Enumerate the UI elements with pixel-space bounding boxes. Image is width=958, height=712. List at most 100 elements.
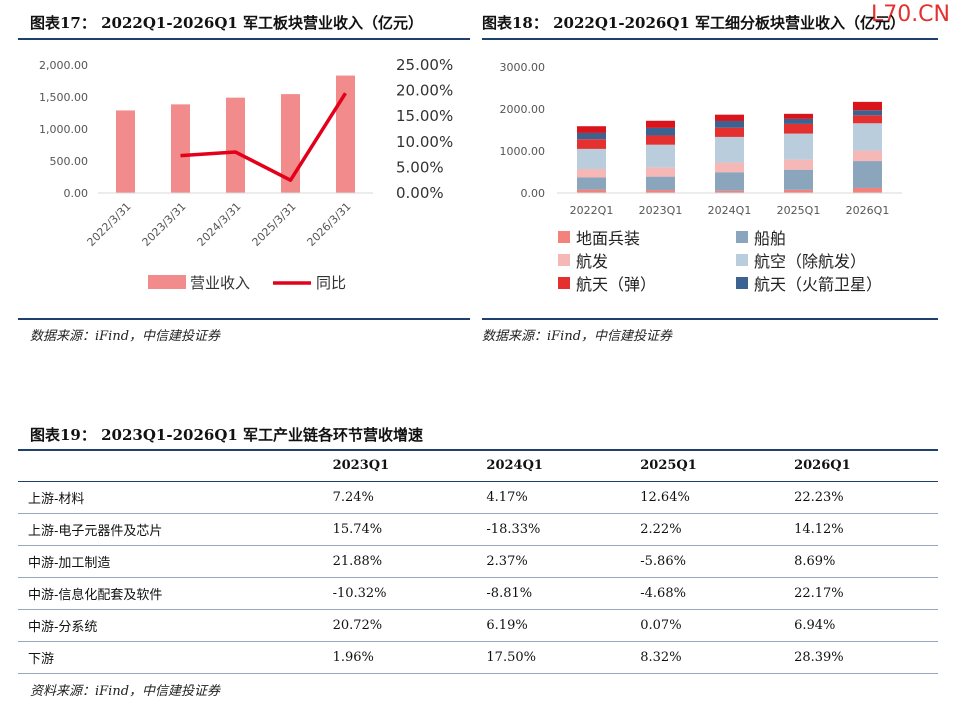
table-cell: 20.72%	[332, 618, 383, 633]
y-tick-label: 3000.00	[500, 61, 546, 74]
x-tick-label: 2026Q1	[846, 204, 890, 217]
row-label: 上游-材料	[28, 492, 85, 507]
stacked-bar-segment	[646, 135, 675, 145]
table-header-cell: 2026Q1	[784, 450, 938, 482]
x-tick-label: 2023/3/31	[140, 200, 189, 249]
y-right-tick-label: 10.00%	[396, 133, 453, 151]
legend-label-yoy: 同比	[316, 274, 346, 292]
fig18-title: 图表18： 2022Q1-2026Q1 军工细分板块营业收入（亿元）	[482, 14, 906, 32]
segment-legend: 地面兵装 船舶 航发 航空（除航发） 航天（弹） 航天（火箭卫星）	[482, 225, 938, 300]
fig17-title: 图表17： 2022Q1-2026Q1 军工板块营业收入（亿元）	[30, 14, 424, 32]
y-tick-label: 1000.00	[500, 145, 546, 158]
table-header-row: 2023Q1 2024Q1 2025Q1 2026Q1	[18, 450, 938, 482]
y-left-tick-label: 1,500.00	[39, 91, 88, 104]
row-label: 中游-分系统	[28, 620, 98, 635]
table-cell: 28.39%	[794, 650, 844, 665]
stacked-bar-segment	[646, 127, 675, 136]
stacked-bar-segment	[784, 189, 813, 193]
stacked-bar-segment	[646, 176, 675, 191]
table-cell: 22.23%	[794, 490, 844, 505]
y-right-tick-label: 15.00%	[396, 107, 453, 125]
legend-swatch	[736, 277, 748, 289]
growth-table: 2023Q1 2024Q1 2025Q1 2026Q1 上游-材料 7.24% …	[18, 450, 938, 674]
watermark-text: L70.CN	[870, 2, 950, 27]
stacked-bar-segment	[784, 169, 813, 190]
legend-label: 航空（除航发）	[754, 252, 867, 271]
fig18-source: 数据来源：iFind，中信建投证券	[482, 329, 673, 344]
table-cell: 6.19%	[486, 618, 528, 633]
stacked-bar-segment	[853, 161, 882, 188]
fig17-top-rule	[18, 38, 470, 40]
stacked-bar-segment	[784, 133, 813, 160]
table-cell: 21.88%	[332, 554, 383, 569]
legend-swatch-revenue	[148, 275, 186, 289]
table-cell: 6.94%	[794, 618, 836, 633]
legend-label: 航天（弹）	[576, 275, 657, 294]
legend-item: 地面兵装	[558, 225, 640, 249]
legend-label: 航天（火箭卫星）	[754, 275, 883, 294]
row-label: 下游	[28, 652, 55, 667]
table-row: 上游-材料 7.24% 4.17% 12.64% 22.23%	[18, 482, 938, 514]
stacked-bar-segment	[577, 148, 606, 170]
revenue-bar	[226, 97, 245, 193]
table-header-cell: 2023Q1	[322, 450, 477, 482]
table-header-cell	[18, 450, 323, 482]
x-tick-label: 2025Q1	[777, 204, 821, 217]
x-tick-label: 2026/3/31	[305, 200, 354, 249]
x-tick-label: 2024/3/31	[195, 200, 244, 249]
table-cell: -10.32%	[332, 586, 387, 601]
table-cell: -5.86%	[640, 554, 686, 569]
stacked-bar-segment	[784, 118, 813, 124]
legend-label: 航发	[576, 252, 609, 271]
legend-label-revenue: 营业收入	[190, 274, 250, 292]
legend-swatch	[558, 254, 570, 266]
fig17-source: 数据来源：iFind，中信建投证券	[30, 329, 221, 344]
x-tick-label: 2023Q1	[639, 204, 683, 217]
fig19-source: 资料来源：iFind，中信建投证券	[30, 684, 221, 699]
stacked-bar-segment	[646, 120, 675, 128]
stacked-bar-segment	[577, 189, 606, 193]
stacked-bar-segment	[577, 177, 606, 190]
stacked-bar-segment	[715, 162, 744, 173]
row-label: 上游-电子元器件及芯片	[28, 524, 163, 539]
table-row: 下游 1.96% 17.50% 8.32% 28.39%	[18, 642, 938, 674]
table-cell: 22.17%	[794, 586, 844, 601]
table-row: 中游-分系统 20.72% 6.19% 0.07% 6.94%	[18, 610, 938, 642]
stacked-bar-segment	[853, 110, 882, 116]
segment-stacked-chart: 0.00 1000.00 2000.00 3000.00 2022Q1 2023Q1 202…	[500, 61, 902, 217]
y-left-tick-label: 2,000.00	[39, 59, 88, 72]
x-tick-label: 2022/3/31	[85, 200, 134, 249]
x-tick-label: 2024Q1	[708, 204, 752, 217]
revenue-bar	[171, 104, 190, 193]
table-cell: 7.24%	[332, 490, 374, 505]
stacked-bar-segment	[853, 115, 882, 124]
stacked-bar-segment	[577, 126, 606, 133]
legend-swatch	[736, 254, 748, 266]
legend-label: 地面兵装	[576, 229, 641, 248]
table-row: 上游-电子元器件及芯片 15.74% -18.33% 2.22% 14.12%	[18, 514, 938, 546]
revenue-bar	[116, 110, 135, 193]
fig18-top-rule	[482, 38, 938, 40]
fig18-bottom-rule	[482, 318, 938, 320]
stacked-bar-segment	[577, 139, 606, 149]
stacked-bar-segment	[646, 144, 675, 168]
table-cell: 4.17%	[486, 490, 528, 505]
table-cell: 15.74%	[332, 522, 383, 537]
yoy-line	[180, 92, 347, 182]
y-tick-label: 2000.00	[500, 103, 546, 116]
table-cell: -4.68%	[640, 586, 686, 601]
y-tick-label: 0.00	[521, 187, 546, 200]
x-tick-label: 2022Q1	[570, 204, 614, 217]
stacked-bar-segment	[715, 114, 744, 121]
stacked-bar-segment	[577, 132, 606, 140]
stacked-bar-segment	[715, 190, 744, 193]
stacked-bar-segment	[715, 120, 744, 128]
table-cell: 14.12%	[794, 522, 844, 537]
fig19-title: 图表19： 2023Q1-2026Q1 军工产业链各环节营收增速	[30, 426, 424, 444]
stacked-bar-segment	[853, 187, 882, 193]
y-right-tick-label: 25.00%	[396, 56, 453, 74]
stacked-bar-segment	[646, 167, 675, 177]
table-cell: 2.37%	[486, 554, 528, 569]
fig17-bottom-rule	[18, 318, 470, 320]
y-left-tick-label: 500.00	[50, 155, 89, 168]
